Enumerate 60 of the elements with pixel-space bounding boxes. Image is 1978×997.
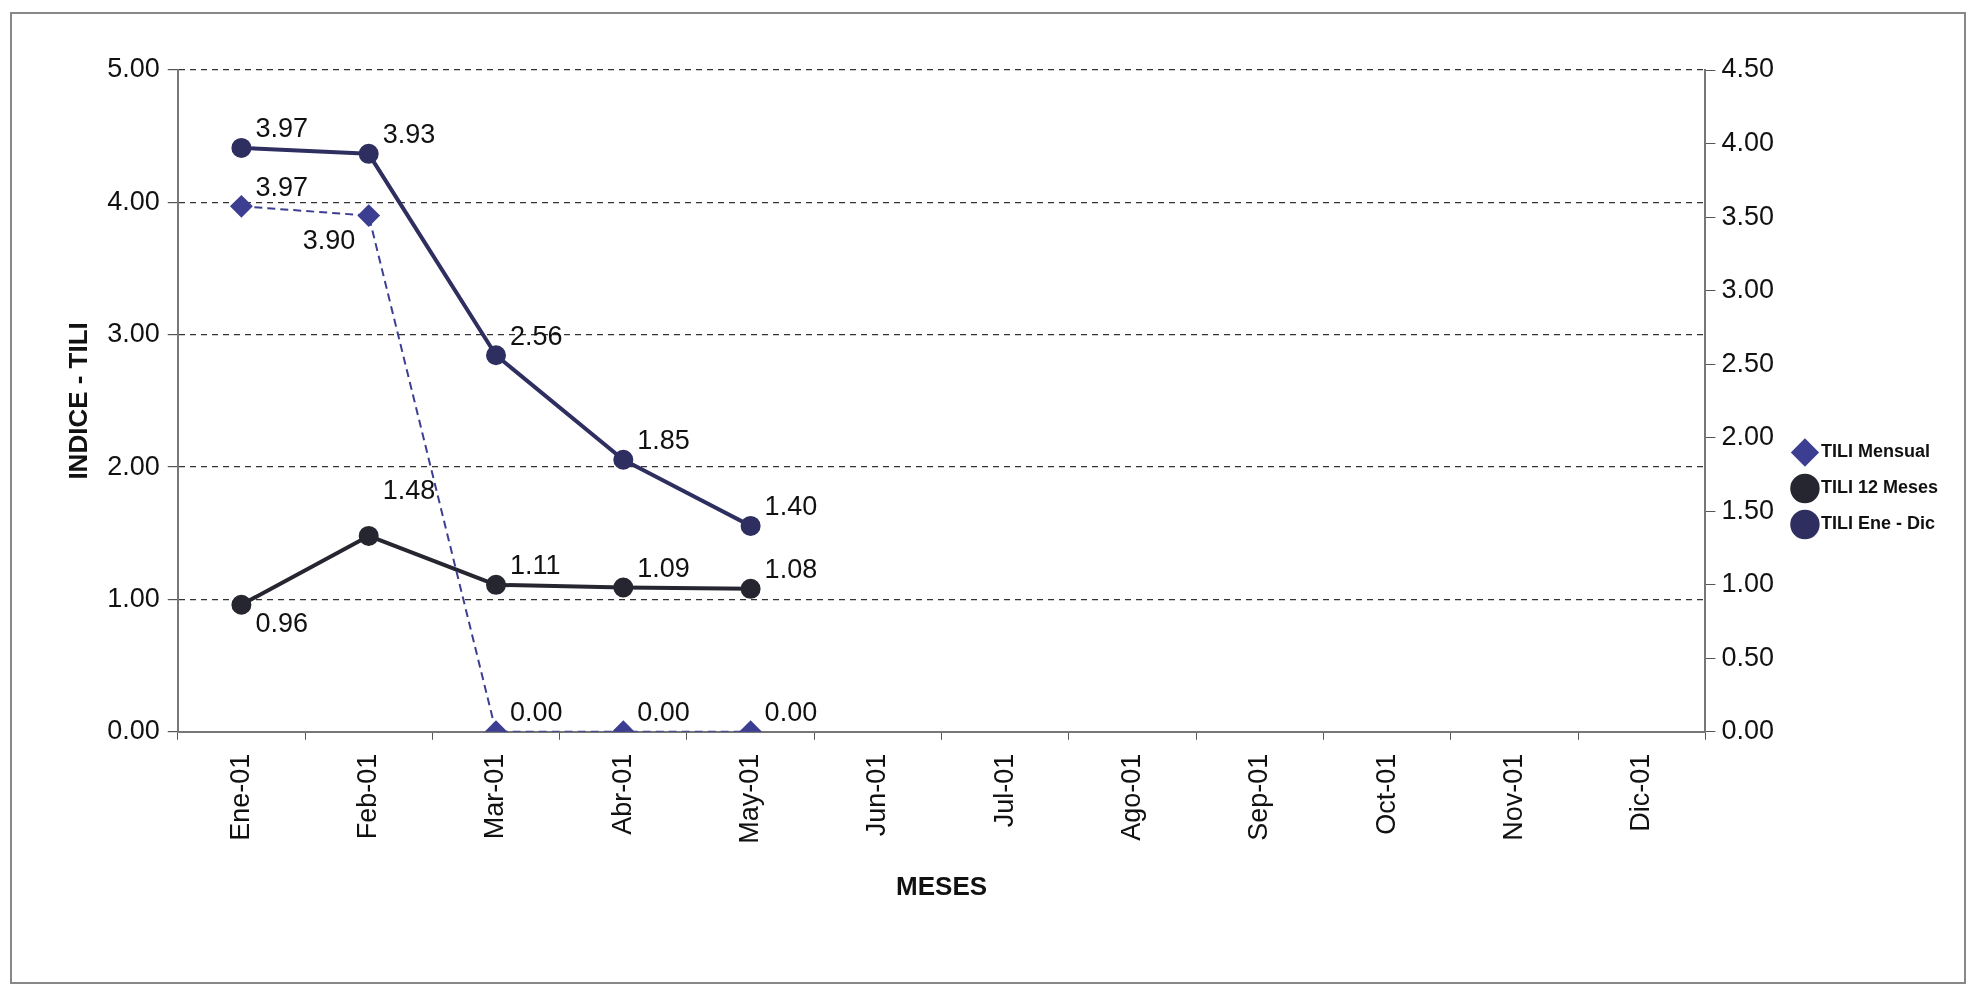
- y2-tick-label: 2.50: [1721, 347, 1774, 378]
- point: [358, 525, 379, 546]
- data-label: 1.08: [764, 554, 818, 585]
- point: [231, 137, 252, 158]
- x-tick-label: Dic-01: [1625, 753, 1656, 832]
- x-tick-label: Jun-01: [861, 753, 892, 837]
- x-tick-label: Oct-01: [1370, 753, 1401, 835]
- x-tick-label: Ene-01: [224, 753, 255, 841]
- y-tick-label: 3.00: [107, 318, 160, 349]
- y-tick-label: 4.00: [107, 185, 160, 216]
- y2-tick-label: 4.50: [1721, 53, 1774, 84]
- y2-tick-label: 1.00: [1721, 568, 1774, 599]
- point: [357, 204, 380, 227]
- data-label: 1.48: [382, 475, 436, 506]
- point: [613, 577, 634, 598]
- data-label: 1.85: [637, 425, 690, 456]
- x-tick-label: Sep-01: [1243, 753, 1274, 841]
- data-label: 1.40: [764, 491, 818, 522]
- point: [230, 195, 253, 218]
- legend-label: TILI Mensual: [1820, 441, 1930, 462]
- data-label: 3.90: [302, 225, 356, 256]
- point: [486, 345, 507, 366]
- point: [613, 449, 634, 470]
- y2-tick-label: 2.00: [1721, 421, 1774, 452]
- data-label: 0.00: [764, 697, 818, 728]
- y2-tick-label: 0.00: [1721, 715, 1774, 746]
- data-label: 2.56: [510, 320, 563, 351]
- x-tick-label: Feb-01: [352, 753, 383, 840]
- y2-tick-label: 4.00: [1721, 126, 1774, 157]
- data-label: 1.11: [510, 550, 561, 581]
- y-tick-label: 2.00: [107, 450, 160, 481]
- legend-label: TILI 12 Meses: [1820, 477, 1939, 498]
- data-label: 3.97: [255, 113, 308, 144]
- x-tick-label: Jul-01: [988, 753, 1019, 828]
- data-label: 0.96: [255, 608, 308, 639]
- point: [740, 578, 761, 599]
- y-tick-label: 0.00: [107, 715, 160, 746]
- data-label: 3.93: [382, 119, 436, 150]
- x-tick-label: Abr-01: [606, 753, 637, 835]
- legend-label: TILI Ene - Dic: [1820, 513, 1935, 534]
- y-tick-label: 5.00: [107, 53, 160, 84]
- y-axis-title: INDICE - TILI: [62, 322, 93, 480]
- data-label: 0.00: [510, 697, 563, 728]
- data-label: 0.00: [637, 697, 690, 728]
- x-tick-label: Mar-01: [479, 753, 510, 840]
- y-tick-label: 1.00: [107, 582, 160, 613]
- x-tick-label: Nov-01: [1497, 753, 1528, 841]
- x-tick-label: Ago-01: [1115, 753, 1146, 841]
- y2-tick-label: 0.50: [1721, 641, 1774, 672]
- point: [231, 594, 252, 615]
- y2-tick-label: 3.00: [1721, 274, 1774, 305]
- x-tick-label: May-01: [734, 753, 765, 844]
- x-axis-title: MESES: [896, 870, 988, 901]
- point: [358, 143, 379, 164]
- point: [740, 515, 761, 536]
- y2-tick-label: 1.50: [1721, 494, 1774, 525]
- data-label: 1.09: [637, 552, 690, 583]
- data-label: 3.97: [255, 171, 308, 202]
- y2-tick-label: 3.50: [1721, 200, 1774, 231]
- point: [486, 574, 507, 595]
